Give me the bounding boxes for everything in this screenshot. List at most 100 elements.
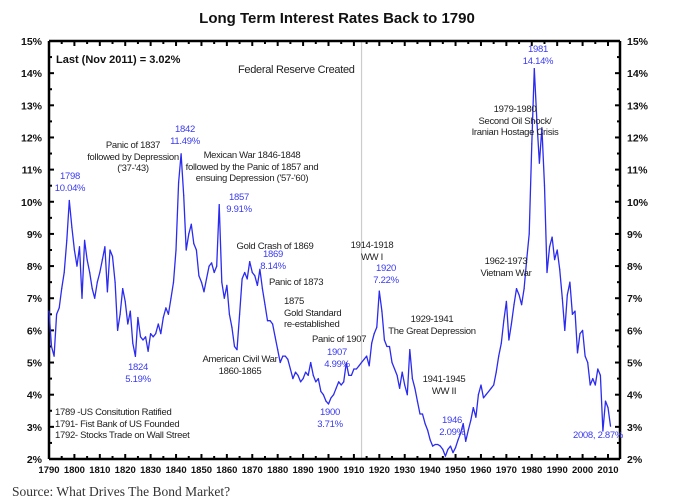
annotation-line: ('37-'43): [117, 163, 149, 174]
data-point: [244, 271, 246, 274]
data-point: [282, 355, 284, 357]
data-point: [238, 313, 241, 315]
data-point: [175, 249, 177, 251]
annotation-line: 1789 -US Consitution Ratified: [55, 407, 172, 418]
annotation-line: 1946: [442, 415, 462, 426]
data-point: [391, 361, 393, 364]
data-point: [160, 333, 162, 335]
data-point: [353, 368, 355, 370]
y-tick-label-left: 3%: [27, 422, 43, 434]
data-point: [561, 297, 563, 299]
data-point: [426, 429, 429, 431]
chart-annotation: 2008, 2.87%: [573, 430, 623, 442]
y-tick-label-left: 6%: [27, 325, 43, 337]
data-point: [78, 246, 81, 248]
data-point: [305, 371, 307, 373]
data-point: [348, 374, 350, 376]
data-point: [277, 349, 279, 351]
annotation-line: 1791- Fist Bank of US Founded: [55, 418, 180, 430]
data-point: [287, 358, 289, 360]
chart-annotation: 1798 10.04%: [54, 171, 86, 194]
data-point: [89, 271, 91, 274]
data-point: [495, 371, 497, 373]
annotation-line: 1920: [376, 263, 396, 274]
data-point: [546, 271, 548, 274]
data-point: [434, 443, 436, 446]
chart-annotation: 1929-1941 The Great Depression: [388, 314, 476, 337]
y-tick-label-right: 15%: [627, 36, 649, 48]
chart-annotation: 1962-1973 Vietnam War: [480, 256, 531, 279]
data-point: [325, 400, 327, 402]
data-point: [117, 329, 119, 331]
data-point: [198, 275, 200, 277]
data-point: [233, 345, 236, 348]
annotation-line: 1979-1980: [493, 104, 537, 115]
data-point: [205, 278, 208, 280]
y-tick-label-left: 13%: [21, 100, 43, 112]
data-point: [119, 313, 121, 315]
y-tick-label-left: 15%: [21, 36, 43, 48]
x-tick-label: 1880: [267, 465, 288, 476]
data-point: [73, 249, 76, 251]
chart-annotation: 1789 -US Consitution Ratified 1791- Fist …: [55, 407, 190, 442]
data-point: [442, 448, 444, 450]
data-point: [564, 329, 566, 331]
data-point: [170, 297, 172, 299]
data-point: [500, 342, 502, 344]
x-tick-label: 1860: [216, 465, 237, 476]
data-point: [266, 320, 269, 322]
data-point: [165, 307, 167, 309]
data-point: [505, 300, 507, 303]
data-point: [213, 271, 215, 274]
data-point: [444, 455, 446, 457]
data-point: [139, 336, 142, 338]
data-point: [393, 368, 396, 370]
annotation-line: 1914-1918: [350, 240, 394, 251]
data-point: [264, 304, 266, 306]
chart-annotation: 1900 3.71%: [317, 407, 343, 430]
annotation-line: 1900: [320, 407, 340, 418]
data-point: [518, 294, 520, 296]
data-point: [254, 275, 256, 277]
data-point: [335, 387, 337, 389]
data-point: [470, 419, 472, 422]
data-point: [221, 281, 223, 283]
data-point: [363, 358, 365, 360]
annotation-line: 5.19%: [125, 373, 151, 385]
chart-annotation: Panic of 1837 followed by Depression ('37-…: [87, 140, 179, 175]
annotation-line: Second Oil Shock/: [478, 115, 552, 127]
x-tick-label: 1900: [318, 465, 339, 476]
annotation-line: Gold Standard: [284, 307, 342, 319]
data-point: [515, 287, 518, 290]
data-point: [53, 355, 55, 357]
annotation-line: 1842: [175, 124, 195, 135]
data-point: [559, 268, 561, 270]
chart-annotation: 1824 5.19%: [125, 362, 151, 385]
data-point: [315, 381, 317, 383]
annotation-line: 10.04%: [54, 182, 86, 194]
data-point: [386, 345, 388, 348]
chart-annotation: Gold Crash of 1869: [237, 241, 314, 253]
y-tick-label-left: 4%: [27, 390, 43, 402]
data-point: [284, 355, 286, 357]
annotation-line: 9.91%: [226, 203, 252, 215]
annotation-line: 1929-1941: [410, 314, 454, 325]
chart-annotation: Panic of 1907: [312, 334, 367, 346]
annotation-line: 1860-1865: [218, 365, 262, 377]
annotation-line: 1824: [128, 362, 148, 373]
data-point: [350, 374, 352, 376]
x-tick-label: 1850: [191, 465, 212, 476]
data-point: [421, 413, 424, 415]
x-tick-label: 1790: [38, 465, 59, 476]
data-point: [343, 381, 345, 383]
data-point: [383, 339, 385, 341]
data-point: [409, 349, 411, 351]
annotation-line: 1907: [327, 347, 347, 358]
data-point: [50, 345, 53, 348]
data-point: [150, 333, 152, 335]
data-point: [109, 249, 111, 251]
annotation-line: 14.14%: [522, 55, 554, 67]
x-tick-label: 1990: [547, 465, 568, 476]
data-point: [599, 374, 601, 376]
chart-annotation: Federal Reserve Created: [238, 64, 355, 77]
